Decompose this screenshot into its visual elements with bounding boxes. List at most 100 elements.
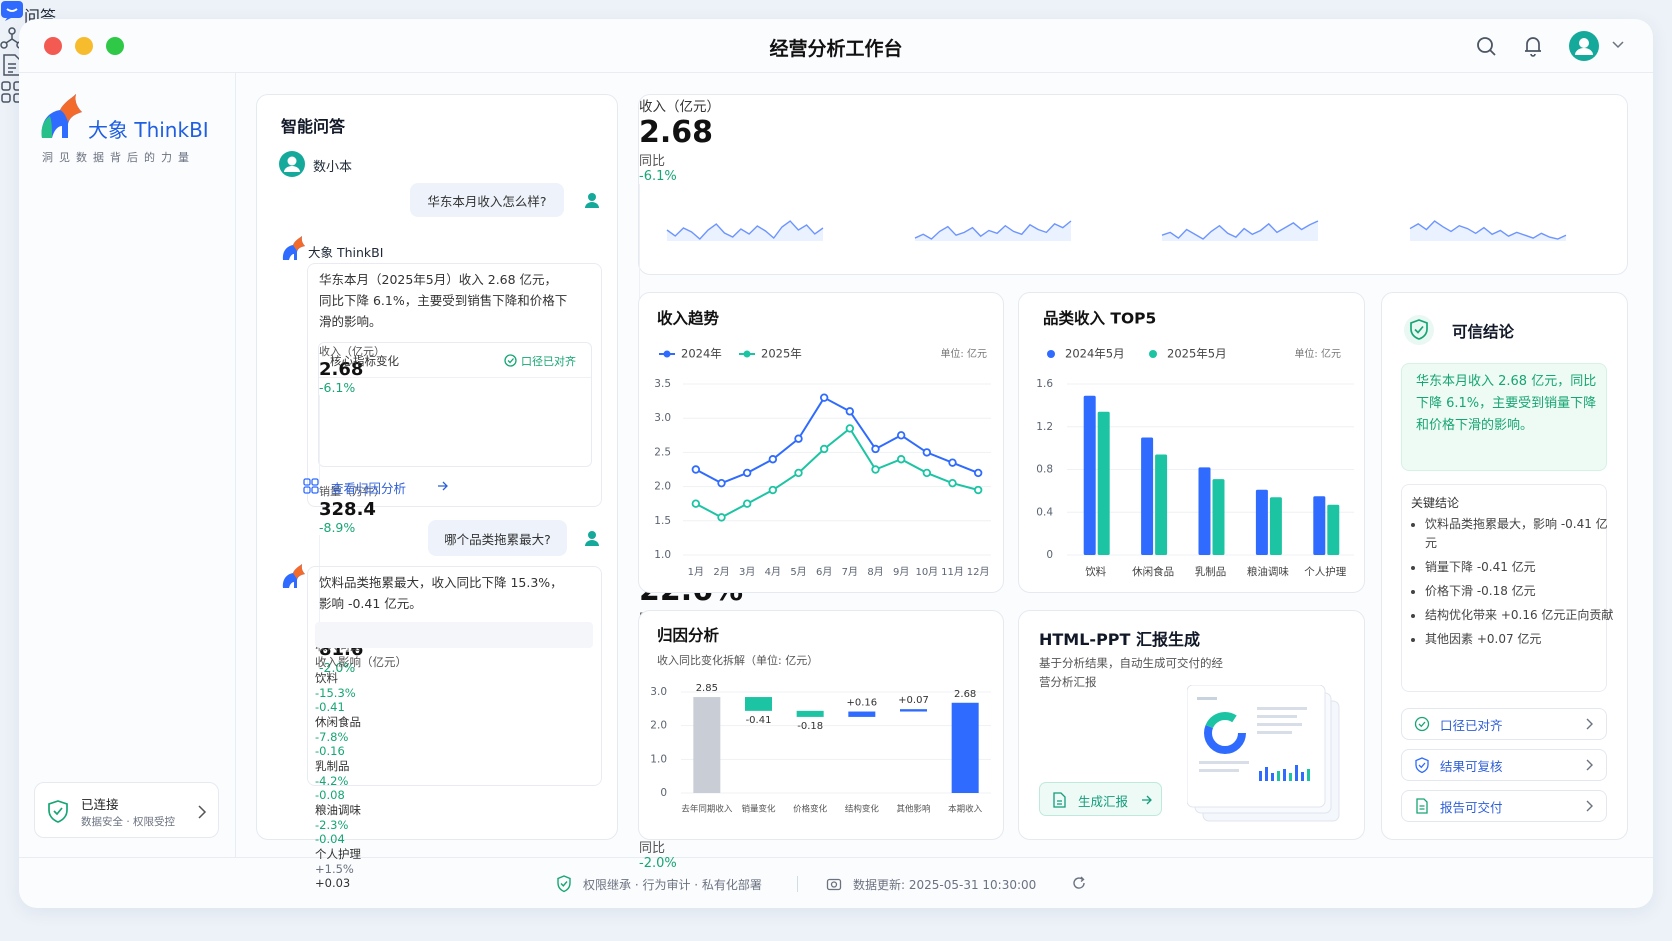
user-icon xyxy=(585,193,599,208)
doc-icon xyxy=(1053,792,1066,808)
x-tick-label: 7月 xyxy=(842,566,858,578)
table-cell: -0.16 xyxy=(315,744,345,758)
user-menu-chevron[interactable] xyxy=(1612,40,1624,50)
data-point xyxy=(922,448,932,457)
maximize-button[interactable] xyxy=(106,37,124,55)
data-point xyxy=(845,407,855,416)
user-question: 哪个品类拖累最大? xyxy=(428,520,567,556)
action-label: 报告可交付 xyxy=(1440,799,1503,815)
kpi-strip: 收入（亿元）2.68同比-6.1%利润（万元）4,086同比+5.4%毛利率22… xyxy=(638,94,1628,871)
user-name: 数小本 xyxy=(313,160,353,175)
analysis-link[interactable]: 查看归因分析 xyxy=(331,481,407,496)
series-line xyxy=(695,396,979,485)
unit-label: 单位: 亿元 xyxy=(1294,347,1341,360)
y-tick-label: 0 xyxy=(660,787,667,799)
connection-status[interactable]: 已连接 数据安全 · 权限受控 xyxy=(34,782,219,838)
bar xyxy=(1212,479,1225,555)
footer-update: 数据更新: 2025-05-31 10:30:00 xyxy=(853,878,1037,892)
key-points: 饮料品类拖累最大，影响 -0.41 亿元销量下降 -0.41 亿元价格下滑 -0… xyxy=(1411,515,1615,654)
y-tick-label: 1.2 xyxy=(1036,421,1053,433)
action-button[interactable]: 结果可复核 xyxy=(1401,749,1607,781)
value-label: +0.16 xyxy=(847,698,878,709)
status-detail: 数据安全 · 权限受控 xyxy=(81,816,176,828)
kpi-change: -6.1% xyxy=(639,169,677,184)
key-box xyxy=(1401,484,1607,692)
bot-logo xyxy=(282,236,305,260)
action-button[interactable]: 口径已对齐 xyxy=(1401,708,1607,740)
footer-separator xyxy=(797,876,798,892)
y-tick-label: 1.6 xyxy=(1036,378,1053,390)
data-point xyxy=(948,478,957,488)
metric-label: 收入（亿元） xyxy=(319,345,385,358)
chat-panel: 智能问答 数小本 华东本月收入怎么样? 大象 ThinkBI 华东本月（2025… xyxy=(256,94,618,890)
bar xyxy=(1141,437,1154,555)
data-point xyxy=(691,499,701,508)
shield-icon xyxy=(557,875,571,893)
kpi-value: 2.68 xyxy=(639,115,714,150)
data-point xyxy=(871,465,880,474)
metric-change: -2.0% xyxy=(319,660,356,675)
table-cell: -4.2% xyxy=(315,774,349,788)
data-point xyxy=(948,458,957,467)
action-button[interactable]: 报告可交付 xyxy=(1401,790,1607,822)
x-tick-label: 9月 xyxy=(893,566,909,578)
close-button[interactable] xyxy=(44,37,62,55)
x-tick-label: 去年同期收入 xyxy=(681,804,733,815)
sparkline xyxy=(1409,220,1566,241)
minimize-button[interactable] xyxy=(75,37,93,55)
chart-subtitle: 收入同比变化拆解（单位: 亿元） xyxy=(657,653,818,667)
search-icon[interactable] xyxy=(1475,35,1497,57)
data-point xyxy=(742,468,752,478)
bar xyxy=(1097,411,1110,555)
data-point xyxy=(845,424,855,433)
legend-marker xyxy=(663,350,671,358)
data-point xyxy=(691,465,701,474)
sparkline xyxy=(666,220,824,241)
table-header-bg xyxy=(315,622,593,648)
notification-icon[interactable] xyxy=(1522,34,1544,58)
arrow-icon xyxy=(1142,795,1152,805)
answer-text: 华东本月（2025年5月）收入 2.68 亿元，同比下降 6.1%，主要受到销售… xyxy=(319,272,568,329)
x-tick-label: 10月 xyxy=(915,566,938,578)
category-card: 品类收入 TOP5 2024年5月 2025年5月 单位: 亿元 0 0.4 0.8 1.2 1… xyxy=(1018,292,1365,593)
data-point xyxy=(896,431,906,440)
y-tick-label: 3.0 xyxy=(654,412,671,424)
x-tick-label: 8月 xyxy=(867,566,883,578)
report-description: 基于分析结果，自动生成可交付的经营分析汇报 xyxy=(1039,656,1223,689)
chevron xyxy=(198,805,207,819)
value-label: -0.41 xyxy=(746,715,772,726)
answer-text: 饮料品类拖累最大，收入同比下降 15.3%，影响 -0.41 亿元。 xyxy=(319,575,563,611)
table-cell: 粮油调味 xyxy=(315,803,361,817)
legend-marker xyxy=(743,350,751,358)
sparkline-line xyxy=(1161,220,1319,240)
table-cell: 个人护理 xyxy=(315,847,361,861)
refresh-icon[interactable] xyxy=(1071,875,1087,891)
chart-title: 品类收入 TOP5 xyxy=(1043,309,1156,328)
data-point xyxy=(794,434,803,443)
action-label: 口径已对齐 xyxy=(1440,717,1503,733)
x-tick-label: 4月 xyxy=(765,566,781,578)
nav-icon xyxy=(1,1,23,21)
table-cell: 休闲食品 xyxy=(315,715,361,729)
data-point xyxy=(742,499,752,508)
chart-title: 归因分析 xyxy=(657,626,720,645)
x-tick-label: 休闲食品 xyxy=(1132,565,1174,578)
table-cell: +1.5% xyxy=(315,862,354,876)
data-point xyxy=(871,444,880,454)
user-avatar[interactable] xyxy=(1569,31,1599,61)
unit-label: 单位: 亿元 xyxy=(940,347,987,360)
generate-button[interactable]: 生成汇报 xyxy=(1039,782,1162,816)
y-tick-label: 3.5 xyxy=(654,378,671,390)
waterfall-bar xyxy=(848,711,876,717)
action-label: 结果可复核 xyxy=(1440,758,1503,774)
metrics-box: 核心指标变化 口径已对齐 收入（亿元） 2.68 -6.1% 销量（万件） 328.4-… xyxy=(318,342,592,675)
key-title: 关键结论 xyxy=(1411,496,1460,510)
report-title: HTML-PPT 汇报生成 xyxy=(1039,630,1201,649)
bot-name: 大象 ThinkBI xyxy=(308,245,384,260)
user-question: 华东本月收入怎么样? xyxy=(410,183,564,217)
kpi-compare: 同比 xyxy=(639,154,666,169)
sparkline-line xyxy=(666,220,824,240)
x-tick-label: 销量变化 xyxy=(741,804,776,815)
sparkline-line xyxy=(1409,220,1566,240)
y-tick-label: 0.4 xyxy=(1036,506,1053,518)
